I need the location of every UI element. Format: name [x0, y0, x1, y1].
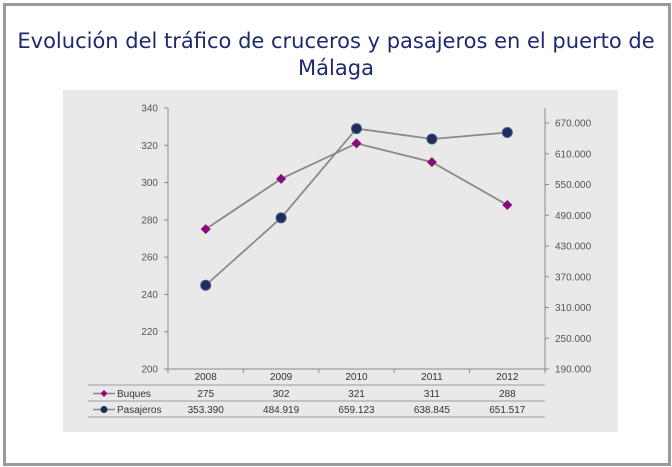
- buques-point: [426, 157, 437, 168]
- right-tick-label: 490.000: [555, 211, 592, 222]
- left-tick-label: 300: [141, 178, 158, 189]
- series-line-buques: [205, 142, 508, 230]
- right-tick-label: 250.000: [555, 334, 592, 345]
- buques-value-label: 288: [499, 389, 516, 400]
- buques-value-label: 275: [197, 389, 214, 400]
- buques-point: [276, 173, 287, 184]
- x-category-label: 2010: [345, 372, 368, 383]
- right-tick-label: 610.000: [555, 149, 592, 160]
- buques-point: [200, 224, 211, 235]
- buques-value-label: 302: [273, 389, 290, 400]
- right-tick-label: 370.000: [555, 272, 592, 283]
- left-tick-label: 320: [141, 141, 158, 152]
- left-tick-label: 340: [141, 104, 158, 115]
- legend-label-pasajeros: Pasajeros: [117, 405, 161, 416]
- pasajeros-value-label: 484.919: [263, 405, 300, 416]
- right-tick-label: 550.000: [555, 180, 592, 191]
- left-tick-label: 220: [141, 327, 158, 338]
- pasajeros-point: [501, 126, 513, 138]
- pasajeros-value-label: 638.845: [414, 405, 451, 416]
- pasajeros-point: [426, 133, 438, 145]
- pasajeros-point: [275, 212, 287, 224]
- left-tick-label: 260: [141, 253, 158, 264]
- buques-value-label: 321: [348, 389, 365, 400]
- right-tick-label: 670.000: [555, 119, 592, 130]
- buques-value-label: 311: [424, 389, 440, 400]
- series-line-pasajeros: [205, 127, 508, 286]
- pasajeros-value-label: 353.390: [188, 405, 225, 416]
- x-category-label: 2011: [421, 372, 443, 383]
- pasajeros-point: [200, 279, 212, 291]
- left-tick-label: 280: [141, 215, 158, 226]
- pasajeros-value-label: 659.123: [338, 405, 375, 416]
- x-category-label: 2009: [270, 372, 293, 383]
- buques-point: [502, 199, 513, 210]
- x-category-label: 2012: [496, 372, 519, 383]
- pasajeros-point: [351, 123, 362, 135]
- legend-marker-pasajeros: [100, 406, 108, 413]
- left-tick-label: 240: [141, 290, 158, 301]
- pasajeros-value-label: 651.517: [489, 405, 526, 416]
- right-tick-label: 430.000: [555, 242, 592, 253]
- buques-point: [351, 138, 362, 149]
- legend-marker-buques: [100, 390, 108, 397]
- chart-title: Evolución del tráfico de cruceros y pasa…: [17, 29, 655, 80]
- legend-label-buques: Buques: [117, 389, 151, 400]
- x-category-label: 2008: [195, 372, 218, 383]
- right-tick-label: 190.000: [555, 365, 592, 376]
- left-tick-label: 200: [141, 365, 158, 376]
- right-tick-label: 310.000: [555, 303, 592, 314]
